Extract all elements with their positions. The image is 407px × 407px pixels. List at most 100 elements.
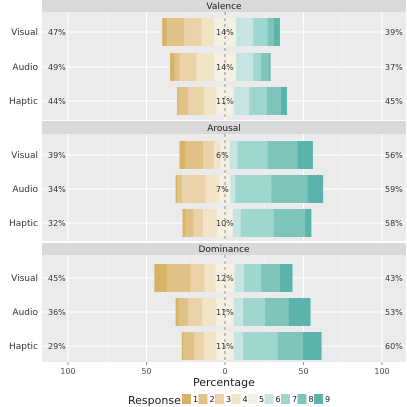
bar-segment-3 xyxy=(188,298,203,326)
row-label: Audio xyxy=(12,63,38,73)
bar-segment-8 xyxy=(267,141,298,169)
facet-strip xyxy=(42,0,406,12)
bar-segment-2 xyxy=(185,209,194,237)
bar-segment-3 xyxy=(188,87,204,115)
x-tick-label: 100 xyxy=(60,367,75,376)
bar-segment-8 xyxy=(261,264,280,292)
right-percent-label: 43% xyxy=(385,274,403,283)
facet-strip xyxy=(42,121,406,134)
bar-segment-2 xyxy=(185,141,204,169)
bar-segment-7 xyxy=(237,141,268,169)
row-audio: Audio 36% 11% 53% xyxy=(12,298,403,326)
bar-segment-6 xyxy=(232,209,241,237)
bar-segment-4 xyxy=(204,264,216,292)
bar-segment-4 xyxy=(202,298,217,326)
bar-segment-1 xyxy=(179,141,186,169)
left-percent-label: 47% xyxy=(48,28,66,37)
bar-segment-8 xyxy=(266,87,281,115)
row-visual: Visual 47% 14% 39% xyxy=(11,18,403,46)
right-percent-label: 45% xyxy=(385,97,403,106)
neutral-percent-label: 11% xyxy=(216,308,234,317)
legend-swatch xyxy=(281,394,290,404)
left-percent-label: 29% xyxy=(48,342,66,351)
facet-dominance: Dominance Visual 45% 12% 43% Audio 36% 11% 53% Ha… xyxy=(9,243,406,362)
bar-segment-7 xyxy=(235,175,272,203)
facet-title: Valence xyxy=(206,2,242,12)
bar-segment-8 xyxy=(271,175,308,203)
legend-item: 8 xyxy=(297,394,314,404)
bar-segment-7 xyxy=(243,332,278,360)
bar-segment-4 xyxy=(203,209,218,237)
bar-segment-2 xyxy=(166,18,185,46)
right-percent-label: 53% xyxy=(385,308,403,317)
legend-swatch xyxy=(198,394,208,404)
bar-segment-1 xyxy=(175,175,178,203)
legend-item: 4 xyxy=(231,394,248,404)
bar-segment-2 xyxy=(183,332,195,360)
legend-label: 9 xyxy=(325,395,330,404)
bar-segment-3 xyxy=(179,53,197,81)
bar-segment-1 xyxy=(175,298,179,326)
legend-swatch xyxy=(231,394,241,404)
legend-title: Response xyxy=(128,394,181,407)
row-label: Haptic xyxy=(9,97,38,107)
x-tick-label: 50 xyxy=(141,367,151,376)
row-label: Visual xyxy=(11,151,38,161)
bar-segment-3 xyxy=(194,332,204,360)
left-percent-label: 49% xyxy=(48,63,66,72)
legend-label: 5 xyxy=(259,395,264,404)
bar-segment-4 xyxy=(203,332,217,360)
bar-segment-3 xyxy=(190,264,205,292)
right-percent-label: 37% xyxy=(385,63,403,72)
bar-segment-8 xyxy=(261,53,269,81)
row-label: Visual xyxy=(11,28,38,38)
row-label: Haptic xyxy=(9,219,38,229)
legend-swatch xyxy=(314,394,323,404)
bar-segment-5 xyxy=(217,209,233,237)
legend-item: 9 xyxy=(314,394,330,404)
bar-segment-6 xyxy=(234,264,244,292)
bar-segment-5 xyxy=(215,264,235,292)
bar-segment-9 xyxy=(273,18,280,46)
bar-segment-7 xyxy=(243,298,266,326)
bar-segment-6 xyxy=(233,298,244,326)
x-axis-title: Percentage xyxy=(193,376,255,389)
row-label: Visual xyxy=(11,274,38,284)
bar-segment-9 xyxy=(279,264,293,292)
bar-segment-8 xyxy=(267,18,274,46)
bar-segment-1 xyxy=(181,332,184,360)
row-haptic: Haptic 44% 11% 45% xyxy=(9,87,403,115)
facet-arousal: Arousal Visual 39% 6% 56% Audio 34% 7% 59% Haptic… xyxy=(9,121,406,241)
bar-segment-9 xyxy=(302,332,322,360)
legend-label: 1 xyxy=(193,395,198,404)
bar-segment-6 xyxy=(233,332,244,360)
row-label: Audio xyxy=(12,185,38,195)
legend-swatch xyxy=(297,394,307,404)
neutral-percent-label: 10% xyxy=(216,219,234,228)
legend-item: 2 xyxy=(198,394,215,404)
right-percent-label: 39% xyxy=(385,28,403,37)
bar-segment-4 xyxy=(203,87,217,115)
bar-segment-1 xyxy=(162,18,167,46)
legend-label: 3 xyxy=(226,395,231,404)
bar-segment-1 xyxy=(170,53,175,81)
legend-swatch xyxy=(248,394,257,404)
legend-item: 3 xyxy=(215,394,231,404)
bar-segment-2 xyxy=(178,298,189,326)
legend: Response 1 2 3 4 5 6 7 8 9 xyxy=(128,394,330,407)
bar-segment-2 xyxy=(166,264,191,292)
left-percent-label: 36% xyxy=(48,308,66,317)
bar-segment-9 xyxy=(305,209,312,237)
neutral-percent-label: 12% xyxy=(216,274,234,283)
bar-segment-4 xyxy=(214,141,221,169)
neutral-percent-label: 6% xyxy=(216,151,229,160)
legend-label: 6 xyxy=(276,395,281,404)
right-percent-label: 60% xyxy=(385,342,403,351)
bar-segment-1 xyxy=(182,209,186,237)
bar-segment-5 xyxy=(216,87,234,115)
bar-segment-1 xyxy=(154,264,167,292)
right-percent-label: 59% xyxy=(385,185,403,194)
